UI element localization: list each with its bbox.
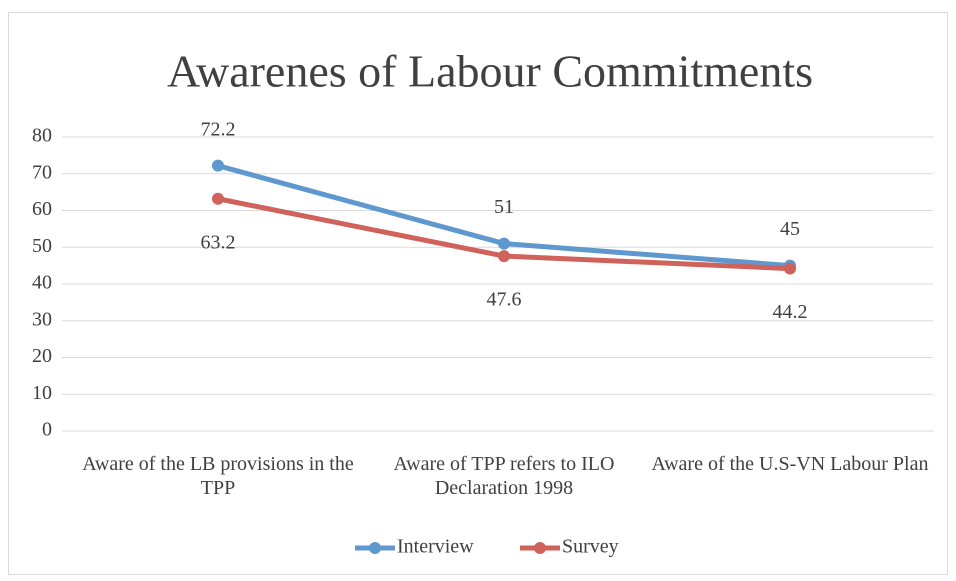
marker [784,262,796,275]
marker [498,250,510,263]
y-tick-label: 50 [32,235,52,257]
y-tick-label: 40 [32,272,52,294]
data-label: 44.2 [773,301,808,323]
y-tick-label: 60 [32,198,52,220]
y-tick-label: 80 [32,125,52,147]
data-label: 51 [494,196,514,218]
x-tick-label: Aware of TPP refers to ILO Declaration 1… [393,453,615,499]
chart-frame [8,12,948,575]
data-label: 63.2 [201,231,236,253]
data-label: 47.6 [487,289,522,311]
marker [212,159,224,172]
x-tick-label: Aware of the U.S-VN Labour Plan [651,453,929,475]
y-tick-label: 70 [32,161,52,183]
y-tick-label: 30 [32,308,52,330]
legend-marker [369,542,381,554]
chart-title: Awarenes of Labour Commitments [167,46,813,97]
y-tick-label: 0 [42,419,52,441]
data-label: 72.2 [201,118,236,140]
legend-label: Interview [397,536,474,558]
marker [212,192,224,205]
data-label: 45 [780,218,800,240]
legend-marker [534,542,546,554]
y-tick-label: 20 [32,345,52,367]
y-tick-label: 10 [32,382,52,404]
marker [498,237,510,250]
x-tick-label: Aware of the LB provisions in the TPP [82,453,354,499]
legend-label: Survey [562,536,619,558]
